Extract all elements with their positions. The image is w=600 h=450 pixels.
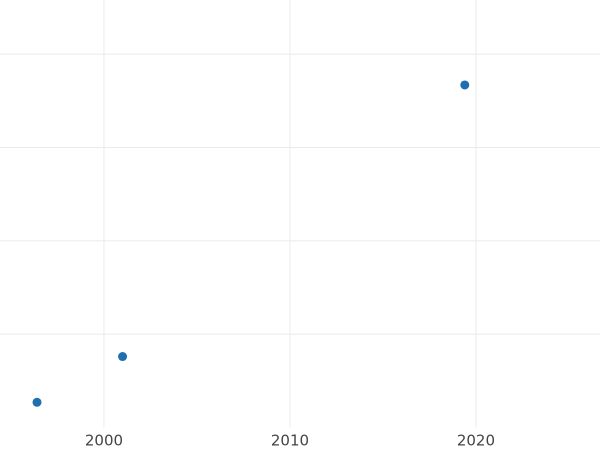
x-tick-label: 2000 [85, 432, 123, 450]
x-tick-label: 2010 [271, 432, 309, 450]
point [118, 352, 128, 362]
point [32, 397, 42, 407]
x-tick-label: 2020 [457, 432, 495, 450]
point [460, 80, 470, 90]
